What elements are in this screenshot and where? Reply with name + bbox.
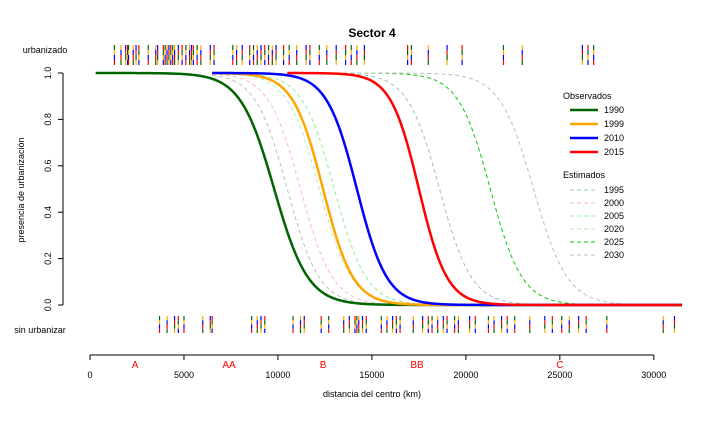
legend-estimated-label-2030: 2030 — [604, 250, 624, 260]
zone-label: C — [556, 360, 563, 371]
legend-observed-label-1990: 1990 — [604, 105, 624, 115]
y-tick-label: 0.6 — [43, 160, 53, 173]
legend-observed-title: Observados — [563, 91, 612, 101]
y-tick-label: 0.2 — [43, 252, 53, 265]
rugs-group — [113, 45, 676, 333]
rug-top-label: urbanizado — [23, 45, 68, 55]
y-tick-label: 0.4 — [43, 206, 53, 219]
legend-estimated-label-1995: 1995 — [604, 185, 624, 195]
zone-label: BB — [410, 360, 424, 371]
zone-label: B — [320, 360, 327, 371]
legend-estimated-label-2000: 2000 — [604, 198, 624, 208]
legend-estimated-label-2025: 2025 — [604, 237, 624, 247]
legend-observed-label-1999: 1999 — [604, 119, 624, 129]
observed-curve-1990 — [95, 71, 682, 307]
estimated-curve-2030 — [287, 72, 682, 306]
x-tick-label: 0 — [87, 370, 92, 380]
zone-label: AA — [222, 360, 236, 371]
y-tick-label: 0.8 — [43, 113, 53, 126]
zone-labels-group: A AA B BB C — [132, 360, 564, 371]
x-tick-label: 10000 — [265, 370, 290, 380]
chart-title: Sector 4 — [348, 26, 396, 40]
legend-estimated-label-2005: 2005 — [604, 211, 624, 221]
legend-observed-label-2015: 2015 — [604, 147, 624, 157]
x-tick-label: 30000 — [641, 370, 666, 380]
zone-label: A — [132, 360, 139, 371]
x-axis-label: distancia del centro (km) — [323, 389, 421, 399]
curves-group — [95, 71, 682, 307]
x-tick-label: 20000 — [453, 370, 478, 380]
observed-curve-2015 — [287, 71, 682, 307]
x-tick-label: 5000 — [174, 370, 194, 380]
legend-observed-label-2010: 2010 — [604, 133, 624, 143]
legend-estimated-label-2020: 2020 — [604, 224, 624, 234]
x-tick-label: 15000 — [359, 370, 384, 380]
y-tick-label: 1.0 — [43, 67, 53, 80]
rug-bottom-label: sin urbanizar — [14, 325, 66, 335]
legend-group: 1990 1999 2010 2015 1995 2000 2005 2020 2025 2030 — [570, 105, 624, 260]
y-tick-label: 0.0 — [43, 299, 53, 312]
axes-group: 0 5000 10000 15000 20000 25000 30000 0.0 0.2 0.4 0… — [43, 67, 666, 380]
y-axis-label: presencia de urbanización — [16, 137, 26, 242]
x-tick-label: 25000 — [547, 370, 572, 380]
legend-estimated-title: Estimados — [563, 170, 606, 180]
